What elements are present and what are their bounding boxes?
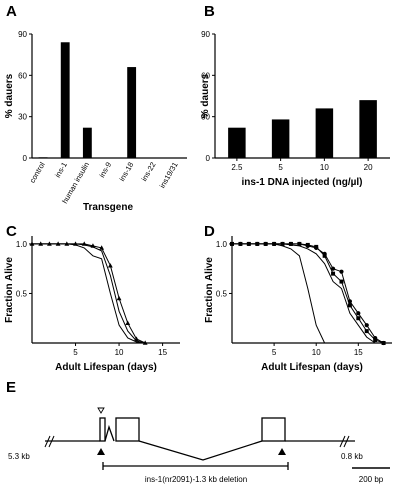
intron-1 [104, 424, 115, 442]
series-line [32, 243, 146, 344]
y-tick-label: 0.5 [16, 289, 28, 298]
data-point-square [381, 341, 386, 345]
y-tick-label: 60 [18, 71, 27, 80]
deletion-label: ins-1(nr2091)-1.3 kb deletion [145, 475, 247, 484]
x-category-label: ins-1 [53, 161, 69, 180]
series-line [232, 243, 376, 344]
gene-structure-diagram [44, 407, 390, 470]
y-tick-label: 0.5 [216, 289, 228, 298]
bar [127, 67, 137, 158]
x-category-label: 10 [320, 163, 329, 172]
y-tick-label: 30 [201, 113, 210, 122]
axis-break-left [44, 435, 55, 448]
panel-letter-d: D [204, 223, 215, 240]
filled-triangle-marker-left [97, 448, 105, 455]
data-point-square [297, 241, 302, 246]
y-tick-label: 0 [206, 154, 211, 163]
data-point-circle [356, 311, 361, 316]
x-axis-title: Adult Lifespan (days) [261, 362, 363, 373]
data-point-circle [330, 266, 336, 271]
y-tick-label: 30 [18, 113, 27, 122]
y-tick-label: 60 [201, 71, 210, 80]
series-line [32, 243, 146, 344]
data-point-square [322, 253, 327, 258]
y-axis-title: Fraction Alive [204, 257, 215, 323]
y-tick-label: 90 [18, 30, 27, 39]
data-point-circle [364, 323, 369, 328]
panel-letter-c: C [6, 223, 17, 240]
x-tick-label: 10 [115, 348, 124, 357]
data-point-square [364, 329, 369, 334]
x-category-label: 5 [278, 163, 283, 172]
x-category-label: ins-9 [97, 161, 113, 180]
left-flank-label: 5.3 kb [8, 452, 30, 461]
data-point-triangle [99, 245, 105, 250]
data-point-triangle [125, 320, 131, 325]
bar [38, 157, 48, 159]
axis-break-right [339, 435, 350, 448]
exon-2 [115, 417, 140, 442]
bar [228, 127, 246, 158]
x-category-label: ins-18 [117, 161, 135, 183]
x-category-label: ins-22 [140, 161, 158, 183]
data-point-square [288, 241, 293, 246]
bar [315, 108, 334, 158]
open-triangle-marker [97, 407, 105, 414]
x-category-label: ins19/31 [158, 161, 180, 190]
x-axis-title: Transgene [83, 202, 133, 213]
y-tick-label: 1.0 [16, 240, 28, 249]
data-point-square [314, 244, 319, 249]
filled-triangle-marker-right [278, 448, 286, 455]
data-point-square [339, 279, 344, 284]
bar [60, 42, 70, 159]
panel-letter-a: A [6, 3, 17, 20]
y-tick-label: 90 [201, 30, 210, 39]
data-point-triangle [107, 263, 113, 268]
data-point-square [356, 316, 361, 321]
x-axis-title: Adult Lifespan (days) [55, 362, 157, 373]
exon-3 [261, 417, 286, 442]
exon-1 [99, 417, 106, 442]
bar [82, 127, 92, 158]
series-line [32, 243, 146, 344]
x-category-label: control [28, 160, 47, 184]
x-tick-label: 10 [312, 348, 321, 357]
data-point-square [373, 338, 378, 343]
x-tick-label: 5 [73, 348, 78, 357]
bar [271, 119, 290, 158]
right-flank-label: 0.8 kb [341, 452, 363, 461]
y-tick-label: 1.0 [216, 240, 228, 249]
y-axis-title: % dauers [4, 73, 15, 118]
chart-d-lifespan: 0.5 1.0 5 10 15 Adult Lifespan (days) Fraction… [204, 236, 392, 373]
x-tick-label: 5 [272, 348, 277, 357]
x-category-label: 2.5 [231, 163, 243, 172]
intron-2 [138, 440, 263, 461]
y-tick-label: 0 [23, 154, 28, 163]
y-axis-title: Fraction Alive [4, 257, 15, 323]
x-axis-title: ins-1 DNA injected (ng/µl) [242, 177, 363, 188]
y-axis-title: % dauers [200, 73, 211, 118]
x-tick-label: 15 [354, 348, 363, 357]
bar [359, 100, 377, 158]
x-tick-label: 15 [158, 348, 167, 357]
series-line [232, 243, 326, 344]
x-category-label: 20 [364, 163, 373, 172]
panel-letter-b: B [204, 3, 215, 20]
data-point-square [331, 271, 336, 276]
panel-letter-e: E [6, 379, 16, 396]
data-point-triangle [116, 295, 122, 301]
data-point-square [305, 242, 310, 247]
scale-bar-label: 200 bp [359, 475, 384, 484]
data-point-square [347, 303, 352, 308]
data-point-circle [339, 269, 344, 274]
